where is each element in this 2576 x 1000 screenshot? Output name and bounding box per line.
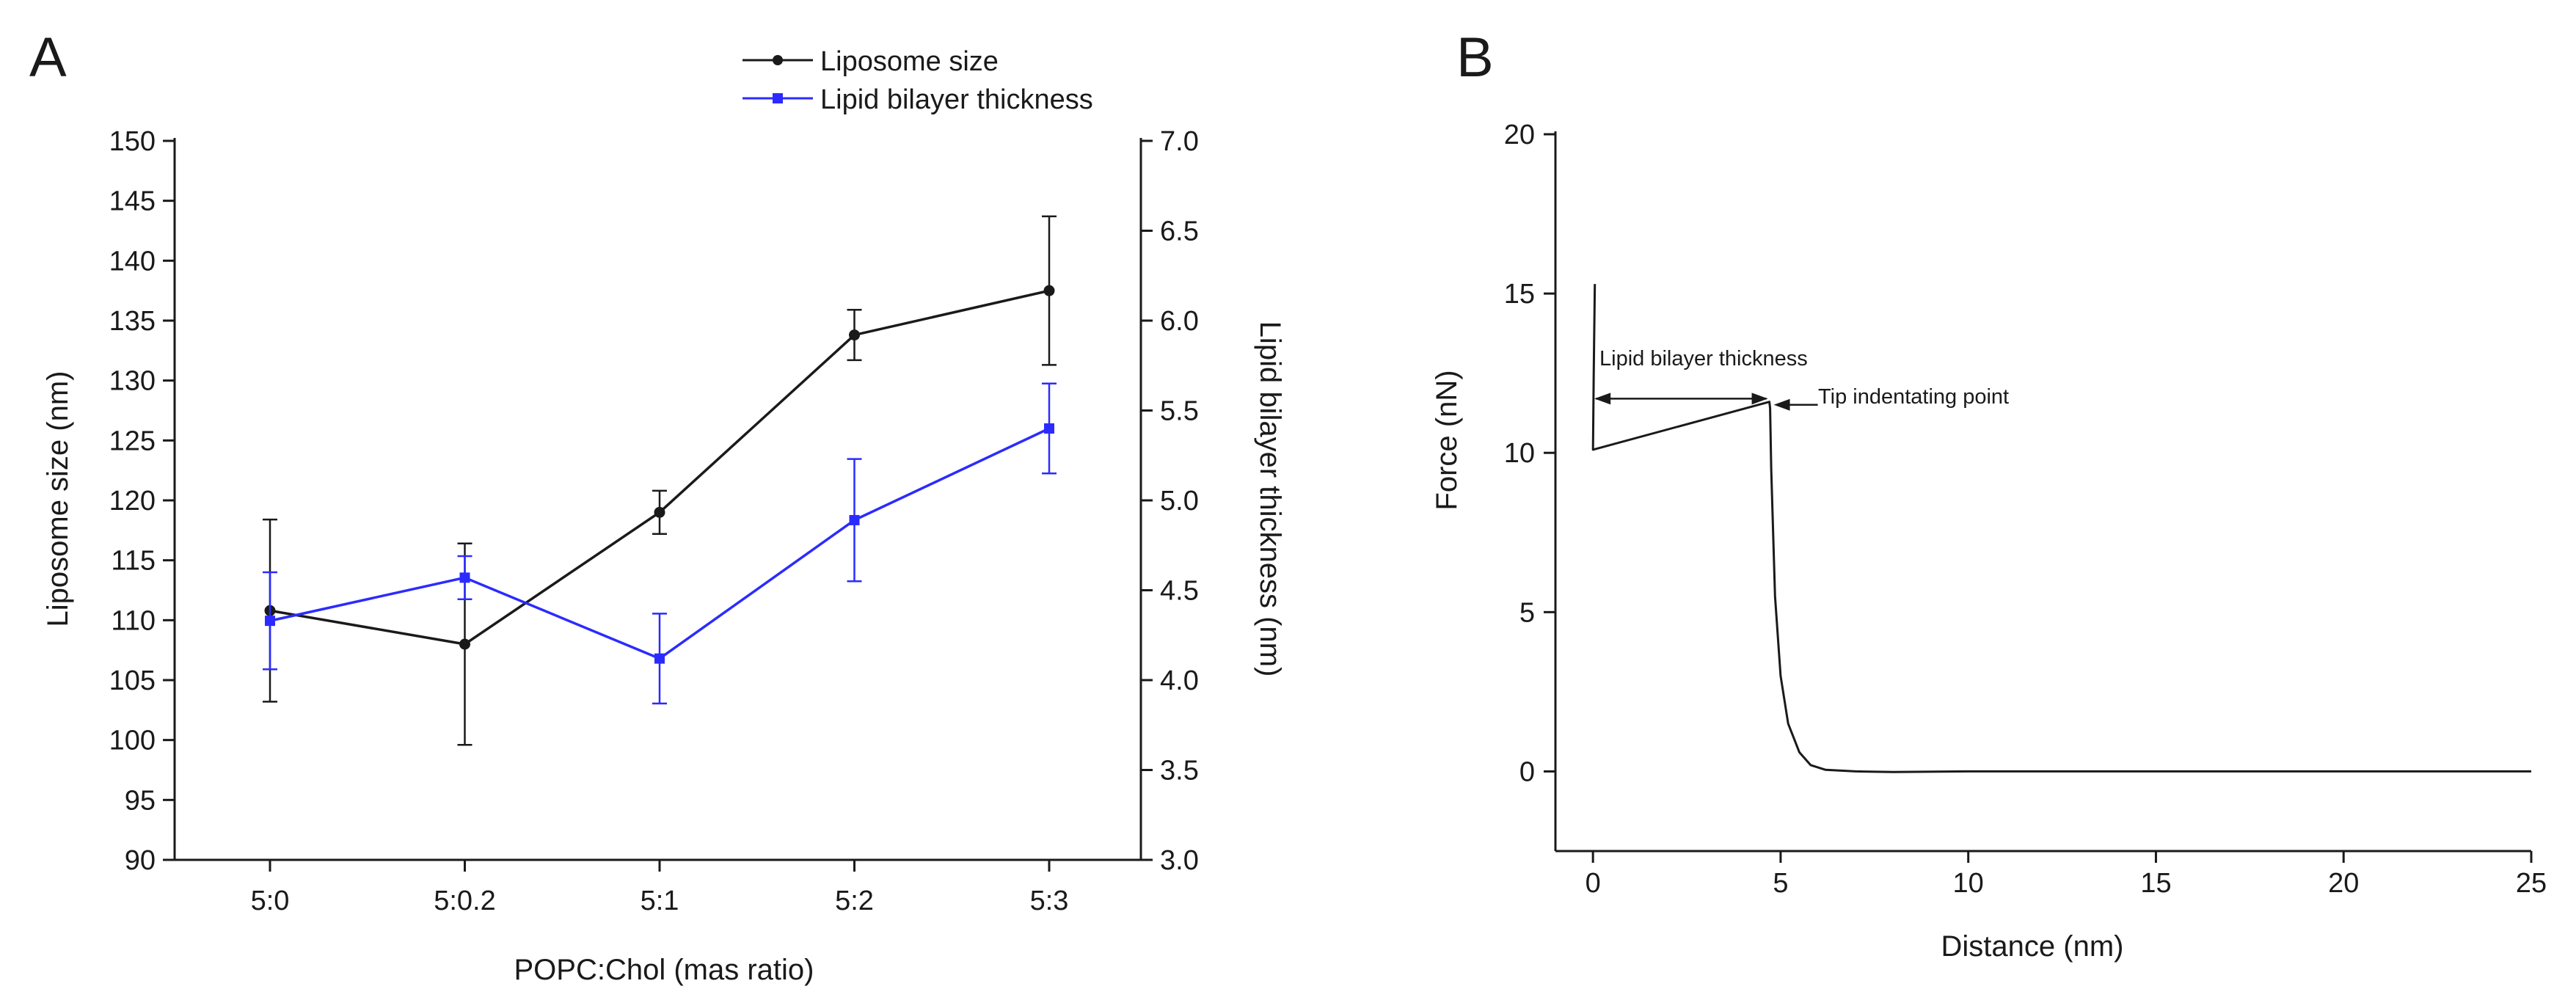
chart-b-marks xyxy=(1591,284,2531,773)
chart-b-y-tick-label: 10 xyxy=(1504,438,1535,469)
chart-b-x-tick-label: 5 xyxy=(1773,868,1788,899)
chart-a-y2-tick-label: 3.0 xyxy=(1160,845,1199,876)
data-point-bilayer-thickness xyxy=(265,616,275,627)
chart-b-y-tick-label: 20 xyxy=(1504,120,1535,150)
chart-b-y-axis-label: Force (nN) xyxy=(1431,370,1463,510)
chart-a-marks xyxy=(263,215,1057,746)
chart-b-x-tick-label: 15 xyxy=(2140,868,2171,899)
chart-a-y-axis-label: Liposome size (nm) xyxy=(42,371,74,627)
chart-a-y-tick-label: 150 xyxy=(109,126,156,157)
chart-a-legend: Liposome size Lipid bilayer thickness xyxy=(742,46,1093,115)
chart-a-y2-tick-label: 3.5 xyxy=(1160,756,1199,787)
force-distance-curve xyxy=(1591,284,2531,773)
chart-a-y-tick-label: 95 xyxy=(125,785,156,816)
annotation-lipid-bilayer-thickness: Lipid bilayer thickness xyxy=(1599,347,1808,371)
thickness-arrow-head-left xyxy=(1594,393,1611,405)
chart-a-y2-axis-label: Lipid bilayer thickness (nm) xyxy=(1254,321,1286,677)
chart-a: 90 95 100 105 110 115 120 125 130 135 140 145 150 3.0… xyxy=(42,46,1286,986)
chart-a-ticks: 90 95 100 105 110 115 120 125 130 135 140 145 150 3.0… xyxy=(109,126,1199,916)
series-line-liposome-size xyxy=(269,289,1050,646)
chart-a-y2-tick-label: 5.5 xyxy=(1160,396,1199,427)
legend-marker-liposome-size xyxy=(773,55,783,65)
chart-a-x-tick-label: 5:0 xyxy=(251,886,290,916)
data-point-bilayer-thickness xyxy=(654,653,665,664)
data-point-liposome-size xyxy=(1043,285,1055,296)
thickness-arrow-head-right xyxy=(1751,393,1768,405)
data-point-liposome-size xyxy=(654,506,665,518)
chart-b-x-tick-label: 10 xyxy=(1953,868,1984,899)
chart-a-x-tick-label: 5:1 xyxy=(641,886,679,916)
chart-a-y-tick-label: 105 xyxy=(109,665,156,696)
indent-arrow-head xyxy=(1773,398,1790,411)
chart-a-y2-tick-label: 6.5 xyxy=(1160,216,1199,247)
data-point-bilayer-thickness xyxy=(459,572,470,583)
chart-b-x-tick-label: 25 xyxy=(2516,868,2547,899)
chart-b-axes xyxy=(1554,131,2531,853)
chart-a-x-tick-label: 5:2 xyxy=(835,886,874,916)
chart-b-y-tick-label: 5 xyxy=(1519,597,1535,628)
chart-a-y2-tick-label: 6.0 xyxy=(1160,306,1199,337)
panel-label-a: A xyxy=(29,26,67,89)
legend-marker-bilayer-thickness xyxy=(773,93,783,103)
data-point-liposome-size xyxy=(849,329,860,341)
data-point-liposome-size xyxy=(459,638,470,650)
chart-a-y2-tick-label: 4.0 xyxy=(1160,665,1199,696)
chart-a-x-tick-label: 5:0.2 xyxy=(434,886,496,916)
chart-b-ticks: 0 5 10 15 20 0 5 10 15 20 25 xyxy=(1504,120,2547,899)
chart-a-y2-tick-label: 7.0 xyxy=(1160,126,1199,157)
chart-a-y-tick-label: 135 xyxy=(109,306,156,337)
chart-a-y-tick-label: 100 xyxy=(109,726,156,756)
chart-a-y-tick-label: 115 xyxy=(111,546,156,577)
chart-a-y-tick-label: 130 xyxy=(109,366,156,397)
chart-a-y2-tick-label: 4.5 xyxy=(1160,576,1199,607)
chart-a-x-tick-label: 5:3 xyxy=(1030,886,1069,916)
chart-b: 0 5 10 15 20 0 5 10 15 20 25 Distance (nm) Force (… xyxy=(1431,120,2547,963)
chart-a-y-tick-label: 145 xyxy=(109,186,156,217)
data-point-bilayer-thickness xyxy=(849,514,860,525)
chart-b-x-tick-label: 20 xyxy=(2328,868,2359,899)
panel-label-b: B xyxy=(1456,26,1494,89)
annotation-tip-indentating-point: Tip indentating point xyxy=(1818,385,2009,409)
chart-a-x-axis-label: POPC:Chol (mas ratio) xyxy=(514,954,814,986)
chart-a-y-tick-label: 125 xyxy=(109,426,156,456)
chart-a-y-tick-label: 110 xyxy=(111,605,156,636)
chart-a-y-tick-label: 90 xyxy=(125,845,156,876)
data-point-bilayer-thickness xyxy=(1044,423,1054,434)
chart-b-x-axis-label: Distance (nm) xyxy=(1941,930,2124,963)
chart-b-y-tick-label: 15 xyxy=(1504,279,1535,310)
chart-a-axes xyxy=(173,138,1142,861)
chart-b-y-tick-label: 0 xyxy=(1519,756,1535,787)
legend-label-bilayer-thickness: Lipid bilayer thickness xyxy=(820,84,1093,115)
chart-b-x-tick-label: 0 xyxy=(1586,868,1601,899)
chart-a-y-tick-label: 140 xyxy=(109,246,156,277)
legend-label-liposome-size: Liposome size xyxy=(820,46,999,77)
chart-a-y2-tick-label: 5.0 xyxy=(1160,486,1199,517)
chart-a-y-tick-label: 120 xyxy=(109,486,156,517)
